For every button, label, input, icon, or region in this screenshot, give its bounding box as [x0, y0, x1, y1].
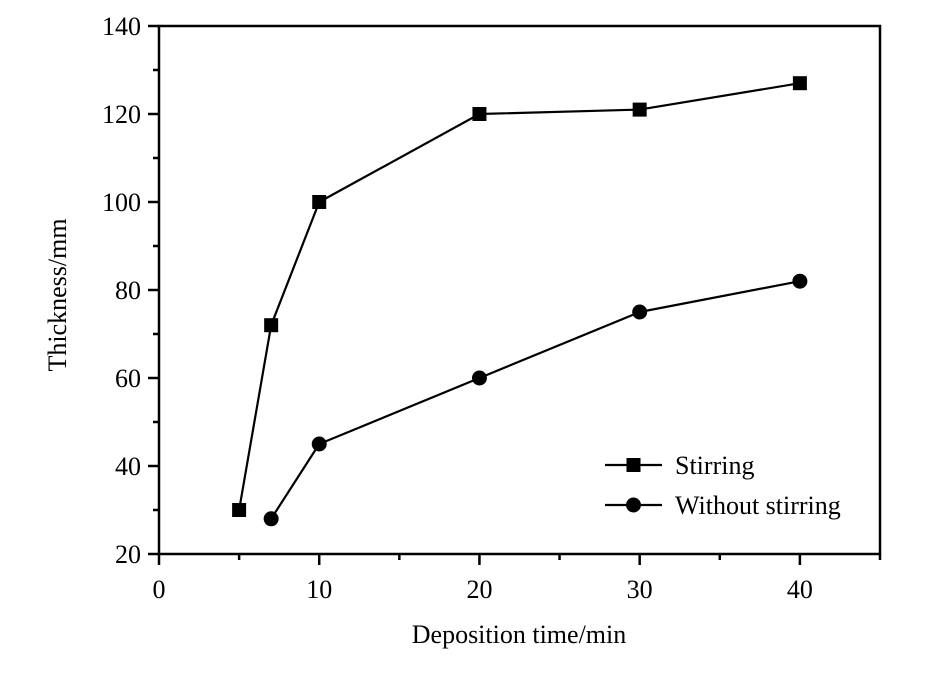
- legend-label: Stirring: [675, 451, 754, 480]
- axes: 0 10 20 30 40 20 40 60 80 100 120 140: [102, 12, 882, 604]
- data-point: [792, 273, 808, 289]
- data-point: [264, 318, 279, 333]
- y-tick-label: 120: [102, 100, 141, 129]
- data-point: [232, 503, 247, 517]
- x-tick-label: 40: [787, 575, 813, 604]
- series-layer: [232, 76, 808, 527]
- data-point: [632, 102, 647, 117]
- series-line: [238, 82, 801, 511]
- y-tick-label: 140: [102, 12, 141, 41]
- x-axis-title: Deposition time/min: [412, 620, 627, 649]
- series-stirring: [232, 76, 807, 517]
- legend-label: Without stirring: [675, 491, 841, 520]
- y-tick-label: 100: [102, 188, 141, 217]
- x-tick-label: 20: [466, 575, 492, 604]
- legend: Stirring Without stirring: [605, 451, 841, 520]
- data-point: [632, 304, 648, 320]
- data-point: [263, 511, 279, 527]
- x-tick-label: 30: [627, 575, 653, 604]
- data-point: [311, 436, 327, 452]
- data-point: [312, 195, 327, 209]
- x-tick-label: 0: [153, 575, 166, 604]
- circle-marker-icon: [626, 497, 641, 513]
- y-tick-label: 60: [115, 364, 141, 393]
- y-axis-title: Thickness/mm: [43, 218, 72, 371]
- plot-frame: [157, 24, 882, 556]
- y-tick-label: 40: [115, 452, 141, 481]
- legend-item: Without stirring: [605, 491, 841, 520]
- y-tick-label: 20: [115, 540, 141, 569]
- x-tick-label: 10: [306, 575, 332, 604]
- y-tick-label: 80: [115, 276, 141, 305]
- data-point: [472, 107, 487, 121]
- legend-item: Stirring: [605, 451, 754, 480]
- series-line: [270, 280, 801, 520]
- series-without-stirring: [263, 273, 808, 527]
- data-point: [792, 76, 807, 91]
- data-point: [471, 370, 487, 386]
- square-marker-icon: [626, 458, 641, 472]
